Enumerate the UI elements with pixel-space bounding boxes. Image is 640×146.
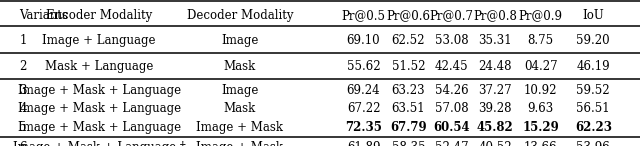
Text: Image: Image bbox=[221, 84, 259, 97]
Text: 13.66: 13.66 bbox=[524, 141, 557, 146]
Text: 63.51: 63.51 bbox=[392, 102, 425, 115]
Text: 53.96: 53.96 bbox=[577, 141, 610, 146]
Text: 9.63: 9.63 bbox=[527, 102, 554, 115]
Text: 35.31: 35.31 bbox=[479, 34, 512, 47]
Text: 54.26: 54.26 bbox=[435, 84, 468, 97]
Text: 24.48: 24.48 bbox=[479, 60, 512, 73]
Text: Decoder Modality: Decoder Modality bbox=[187, 9, 293, 22]
Text: 15.29: 15.29 bbox=[522, 120, 559, 134]
Text: Image + Mask + Language: Image + Mask + Language bbox=[18, 120, 180, 134]
Text: 67.22: 67.22 bbox=[347, 102, 380, 115]
Text: 8.75: 8.75 bbox=[528, 34, 554, 47]
Text: 45.82: 45.82 bbox=[477, 120, 514, 134]
Text: 37.27: 37.27 bbox=[479, 84, 512, 97]
Text: Mask + Language: Mask + Language bbox=[45, 60, 154, 73]
Text: 69.10: 69.10 bbox=[347, 34, 380, 47]
Text: 67.79: 67.79 bbox=[390, 120, 427, 134]
Text: 69.24: 69.24 bbox=[347, 84, 380, 97]
Text: Pr@0.8: Pr@0.8 bbox=[474, 9, 517, 22]
Text: 46.19: 46.19 bbox=[577, 60, 610, 73]
Text: Image + Mask + Language: Image + Mask + Language bbox=[18, 102, 180, 115]
Text: 63.23: 63.23 bbox=[392, 84, 425, 97]
Text: 59.52: 59.52 bbox=[577, 84, 610, 97]
Text: 6: 6 bbox=[19, 141, 27, 146]
Text: Pr@0.9: Pr@0.9 bbox=[519, 9, 563, 22]
Text: 52.47: 52.47 bbox=[435, 141, 468, 146]
Text: 57.08: 57.08 bbox=[435, 102, 468, 115]
Text: IoU: IoU bbox=[582, 9, 604, 22]
Text: 62.52: 62.52 bbox=[392, 34, 425, 47]
Text: 3: 3 bbox=[19, 84, 27, 97]
Text: 59.20: 59.20 bbox=[577, 34, 610, 47]
Text: 04.27: 04.27 bbox=[524, 60, 557, 73]
Text: Image + Mask: Image + Mask bbox=[196, 141, 284, 146]
Text: 2: 2 bbox=[19, 60, 27, 73]
Text: 62.23: 62.23 bbox=[575, 120, 612, 134]
Text: 4: 4 bbox=[19, 102, 27, 115]
Text: 10.92: 10.92 bbox=[524, 84, 557, 97]
Text: Image + Mask + Language: Image + Mask + Language bbox=[18, 84, 180, 97]
Text: Image: Image bbox=[221, 34, 259, 47]
Text: 51.52: 51.52 bbox=[392, 60, 425, 73]
Text: Mask: Mask bbox=[224, 102, 256, 115]
Text: 40.52: 40.52 bbox=[479, 141, 512, 146]
Text: 61.89: 61.89 bbox=[347, 141, 380, 146]
Text: 56.51: 56.51 bbox=[577, 102, 610, 115]
Text: Pr@0.6: Pr@0.6 bbox=[387, 9, 430, 22]
Text: 55.62: 55.62 bbox=[347, 60, 380, 73]
Text: 58.35: 58.35 bbox=[392, 141, 425, 146]
Text: Image + Language: Image + Language bbox=[42, 34, 156, 47]
Text: 42.45: 42.45 bbox=[435, 60, 468, 73]
Text: Encoder Modality: Encoder Modality bbox=[46, 9, 152, 22]
Text: Image + Mask: Image + Mask bbox=[196, 120, 284, 134]
Text: 1: 1 bbox=[19, 34, 27, 47]
Text: 53.08: 53.08 bbox=[435, 34, 468, 47]
Text: Variants: Variants bbox=[19, 9, 68, 22]
Text: 60.54: 60.54 bbox=[433, 120, 470, 134]
Text: 5: 5 bbox=[19, 120, 27, 134]
Text: 72.35: 72.35 bbox=[345, 120, 382, 134]
Text: 39.28: 39.28 bbox=[479, 102, 512, 115]
Text: Pr@0.7: Pr@0.7 bbox=[430, 9, 474, 22]
Text: Mask: Mask bbox=[224, 60, 256, 73]
Text: Pr@0.5: Pr@0.5 bbox=[342, 9, 385, 22]
Text: Image + Mask + Language †: Image + Mask + Language † bbox=[13, 141, 186, 146]
